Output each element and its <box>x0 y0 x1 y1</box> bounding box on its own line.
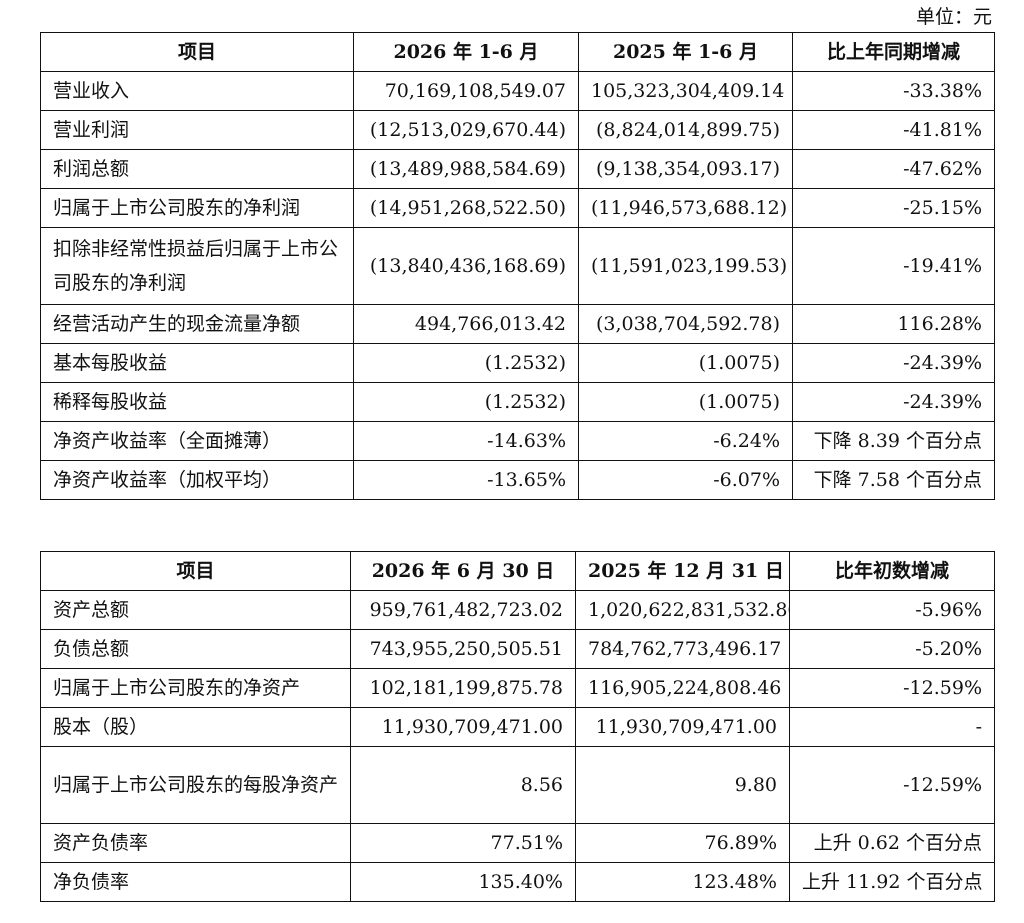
table-row: 归属于上市公司股东的净利润 (14,951,268,522.50) (11,94… <box>40 188 995 228</box>
table-row: 资产总额 959,761,482,723.02 1,020,622,831,53… <box>40 590 995 630</box>
current-value: 11,930,709,471.00 <box>350 707 576 747</box>
row-label: 扣除非经常性损益后归属于上市公司股东的净利润 <box>40 227 354 305</box>
current-value: (13,840,436,168.69) <box>353 227 579 305</box>
previous-value: 9.80 <box>575 746 790 824</box>
table-row: 基本每股收益 (1.2532) (1.0075) -24.39% <box>40 343 995 383</box>
column-header: 项目 <box>40 551 351 591</box>
row-label: 净资产收益率（加权平均） <box>40 460 354 500</box>
table-row: 稀释每股收益 (1.2532) (1.0075) -24.39% <box>40 382 995 422</box>
previous-value: (3,038,704,592.78) <box>578 304 793 344</box>
previous-value: -6.07% <box>578 460 793 500</box>
change-value: -5.96% <box>789 590 995 630</box>
current-value: (12,513,029,670.44) <box>353 110 579 150</box>
change-value: 116.28% <box>792 304 995 344</box>
table-row: 净资产收益率（全面摊薄） -14.63% -6.24% 下降 8.39 个百分点 <box>40 421 995 461</box>
current-value: 102,181,199,875.78 <box>350 668 576 708</box>
current-value: (14,951,268,522.50) <box>353 188 579 228</box>
previous-value: 784,762,773,496.17 <box>575 629 790 669</box>
table-row: 归属于上市公司股东的每股净资产 8.56 9.80 -12.59% <box>40 746 995 824</box>
table-row: 经营活动产生的现金流量净额 494,766,013.42 (3,038,704,… <box>40 304 995 344</box>
previous-value: (1.0075) <box>578 343 793 383</box>
previous-value: 123.48% <box>575 862 790 902</box>
row-label: 利润总额 <box>40 149 354 189</box>
row-label: 营业收入 <box>40 71 354 111</box>
row-label: 经营活动产生的现金流量净额 <box>40 304 354 344</box>
previous-value: 116,905,224,808.46 <box>575 668 790 708</box>
previous-value: (8,824,014,899.75) <box>578 110 793 150</box>
change-value: -24.39% <box>792 382 995 422</box>
change-value: 下降 7.58 个百分点 <box>792 460 995 500</box>
column-header: 项目 <box>40 32 354 72</box>
row-label: 营业利润 <box>40 110 354 150</box>
previous-value: (1.0075) <box>578 382 793 422</box>
current-value: 743,955,250,505.51 <box>350 629 576 669</box>
table-row: 利润总额 (13,489,988,584.69) (9,138,354,093.… <box>40 149 995 189</box>
change-value: -5.20% <box>789 629 995 669</box>
change-value: 上升 0.62 个百分点 <box>789 823 995 863</box>
change-value: 下降 8.39 个百分点 <box>792 421 995 461</box>
row-label: 归属于上市公司股东的每股净资产 <box>40 746 351 824</box>
change-value: 上升 11.92 个百分点 <box>789 862 995 902</box>
change-value: -47.62% <box>792 149 995 189</box>
current-value: -14.63% <box>353 421 579 461</box>
column-header: 2026 年 1-6 月 <box>353 32 579 72</box>
table-row: 扣除非经常性损益后归属于上市公司股东的净利润 (13,840,436,168.6… <box>40 227 995 305</box>
row-label: 股本（股） <box>40 707 351 747</box>
previous-value: 1,020,622,831,532.86 <box>575 590 790 630</box>
table-header-row: 项目 2026 年 1-6 月 2025 年 1-6 月 比上年同期增减 <box>40 32 995 72</box>
current-value: -13.65% <box>353 460 579 500</box>
row-label: 稀释每股收益 <box>40 382 354 422</box>
table-row: 负债总额 743,955,250,505.51 784,762,773,496.… <box>40 629 995 669</box>
current-value: 135.40% <box>350 862 576 902</box>
change-value: -41.81% <box>792 110 995 150</box>
row-label: 净资产收益率（全面摊薄） <box>40 421 354 461</box>
change-value: -33.38% <box>792 71 995 111</box>
table-row: 股本（股） 11,930,709,471.00 11,930,709,471.0… <box>40 707 995 747</box>
change-value: -12.59% <box>789 668 995 708</box>
change-value: -25.15% <box>792 188 995 228</box>
previous-value: (11,946,573,688.12) <box>578 188 793 228</box>
row-label: 基本每股收益 <box>40 343 354 383</box>
current-value: (1.2532) <box>353 382 579 422</box>
column-header: 2026 年 6 月 30 日 <box>350 551 576 591</box>
previous-value: 105,323,304,409.14 <box>578 71 793 111</box>
table-row: 归属于上市公司股东的净资产 102,181,199,875.78 116,905… <box>40 668 995 708</box>
change-value: - <box>789 707 995 747</box>
current-value: 70,169,108,549.07 <box>353 71 579 111</box>
balance-summary-table: 项目 2026 年 6 月 30 日 2025 年 12 月 31 日 比年初数… <box>40 551 995 902</box>
table-row: 净资产收益率（加权平均） -13.65% -6.07% 下降 7.58 个百分点 <box>40 460 995 500</box>
row-label: 净负债率 <box>40 862 351 902</box>
previous-value: 76.89% <box>575 823 790 863</box>
previous-value: (9,138,354,093.17) <box>578 149 793 189</box>
unit-label: 单位：元 <box>915 6 992 28</box>
previous-value: (11,591,023,199.53) <box>578 227 793 305</box>
row-label: 归属于上市公司股东的净利润 <box>40 188 354 228</box>
current-value: 77.51% <box>350 823 576 863</box>
income-summary-table: 项目 2026 年 1-6 月 2025 年 1-6 月 比上年同期增减 营业收… <box>40 32 995 500</box>
previous-value: 11,930,709,471.00 <box>575 707 790 747</box>
table-row: 营业收入 70,169,108,549.07 105,323,304,409.1… <box>40 71 995 111</box>
row-label: 资产总额 <box>40 590 351 630</box>
current-value: (1.2532) <box>353 343 579 383</box>
change-value: -24.39% <box>792 343 995 383</box>
current-value: 8.56 <box>350 746 576 824</box>
column-header: 2025 年 12 月 31 日 <box>575 551 790 591</box>
row-label: 资产负债率 <box>40 823 351 863</box>
row-label: 归属于上市公司股东的净资产 <box>40 668 351 708</box>
table-row: 净负债率 135.40% 123.48% 上升 11.92 个百分点 <box>40 862 995 902</box>
table-header-row: 项目 2026 年 6 月 30 日 2025 年 12 月 31 日 比年初数… <box>40 551 995 591</box>
row-label: 负债总额 <box>40 629 351 669</box>
current-value: (13,489,988,584.69) <box>353 149 579 189</box>
change-value: -19.41% <box>792 227 995 305</box>
current-value: 959,761,482,723.02 <box>350 590 576 630</box>
table-row: 资产负债率 77.51% 76.89% 上升 0.62 个百分点 <box>40 823 995 863</box>
current-value: 494,766,013.42 <box>353 304 579 344</box>
previous-value: -6.24% <box>578 421 793 461</box>
table-row: 营业利润 (12,513,029,670.44) (8,824,014,899.… <box>40 110 995 150</box>
column-header: 比上年同期增减 <box>792 32 995 72</box>
change-value: -12.59% <box>789 746 995 824</box>
column-header: 2025 年 1-6 月 <box>578 32 793 72</box>
column-header: 比年初数增减 <box>789 551 995 591</box>
